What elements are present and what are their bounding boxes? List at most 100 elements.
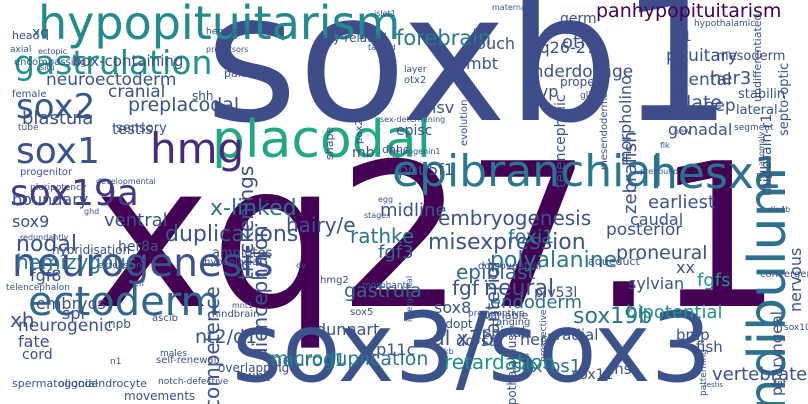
cloud-word: prebound [640, 167, 679, 176]
cloud-word: foxi1 [508, 226, 555, 248]
cloud-word: neurog1 [271, 350, 346, 371]
cloud-word: epibranchial [392, 146, 664, 197]
cloud-word: hypoplasia [204, 257, 259, 268]
cloud-word: plate [674, 92, 723, 114]
cloud-word: intergenital [405, 275, 414, 322]
cloud-word: new [674, 127, 691, 136]
cloud-word: kb [444, 347, 454, 356]
cloud-word: prospective [539, 309, 549, 362]
cloud-word: forebrain [396, 26, 492, 50]
cloud-word: overlapping [218, 361, 290, 375]
cloud-word: nfia [756, 171, 773, 181]
cloud-word: otic [562, 32, 595, 53]
cloud-word: ectoderm [28, 279, 220, 325]
cloud-word: sox9 [12, 212, 50, 231]
cloud-word: sox19b [573, 304, 653, 329]
cloud-word: pou5f1 [398, 160, 455, 179]
cloud-word: neurogenin1 [390, 147, 441, 156]
cloud-word: xq27.1 [92, 121, 783, 354]
cloud-word: flk [660, 141, 670, 150]
cloud-word: fgfs [697, 270, 731, 291]
cloud-word: hairy/e [286, 213, 356, 237]
cloud-word: head [12, 29, 40, 42]
cloud-word: amniotes [212, 246, 273, 261]
cloud-word: morpholino [616, 75, 635, 166]
cloud-word: neurogenesis [12, 241, 274, 286]
cloud-word: pouch [466, 34, 516, 53]
cloud-word: neural [484, 276, 555, 301]
cloud-word: her3 [710, 68, 752, 89]
cloud-word: b1 [674, 29, 692, 45]
cloud-word: female [12, 89, 47, 100]
cloud-word: neuroectoderm [46, 70, 177, 90]
cloud-word: spl [62, 304, 85, 323]
cloud-word: segment [734, 123, 774, 133]
cloud-word: fate [18, 332, 50, 351]
cloud-word: pax6 [224, 67, 252, 80]
cloud-word: encompassing [14, 57, 87, 68]
cloud-word: sox10 [784, 323, 808, 333]
cloud-word: sox11 [572, 367, 614, 383]
cloud-word: duplications [165, 222, 299, 247]
cloud-word: vertebrate [712, 364, 808, 385]
cloud-word: hypothalamus [505, 334, 519, 404]
cloud-word: shape [323, 126, 336, 160]
cloud-word: dhhc [382, 143, 409, 156]
cloud-word: pituitary [666, 46, 738, 66]
cloud-word: progenitor [20, 167, 73, 178]
cloud-word: dl x3b [432, 326, 494, 350]
cloud-word: wnt [244, 369, 270, 385]
cloud-word: embryos [36, 294, 106, 313]
cloud-word: sox8 [434, 298, 472, 317]
cloud-word: gastrulation [14, 43, 213, 82]
cloud-word: underdosage [522, 62, 634, 82]
cloud-word: box-containing [72, 52, 184, 70]
cloud-word: hesx1 [650, 148, 782, 199]
cloud-word: n1 [110, 357, 122, 367]
cloud-word: mesendodermal [599, 88, 610, 170]
cloud-word: mental [672, 70, 732, 90]
cloud-word: tailbud [368, 43, 396, 52]
cloud-word: hemizygous [16, 250, 137, 274]
cloud-word: glial [580, 91, 599, 101]
cloud-word: males [160, 349, 188, 359]
cloud-word: fgf [774, 379, 787, 389]
cloud-word: evolution [459, 99, 470, 146]
cloud-word: self-renewal [156, 355, 217, 366]
cloud-word: hmg [150, 124, 245, 173]
cloud-word: aqueduct [588, 255, 640, 268]
cloud-word: hmg2 [320, 275, 349, 286]
cloud-word: ranging [492, 317, 531, 328]
cloud-word: sox1 [16, 131, 100, 172]
cloud-word: xq [32, 25, 50, 41]
cloud-word: rathke [350, 224, 415, 248]
cloud-word: hypothalamic [694, 19, 756, 29]
cloud-word: hypopituitarism [38, 0, 401, 50]
cloud-word: x-linked [210, 196, 297, 221]
cloud-word: spermatogonial [12, 377, 98, 390]
cloud-word: adopt [438, 317, 473, 331]
cloud-word: layer [404, 65, 427, 75]
cloud-word: egg [378, 195, 394, 204]
cloud-word: otx2 [404, 75, 427, 86]
cloud-word: episc [396, 123, 433, 139]
cloud-word: precursors [206, 45, 249, 54]
cloud-word: hindbrain [212, 309, 260, 320]
cloud-word: endoderm [490, 292, 583, 313]
cloud-word: islet1 [374, 9, 396, 18]
cloud-word: sry-related [322, 31, 387, 45]
cloud-word: bmp [676, 326, 710, 344]
cloud-word: xq26-27 [530, 38, 597, 57]
cloud-word: sylvian [628, 274, 685, 293]
cloud-word: dv [296, 261, 306, 270]
cloud-word: variable [484, 309, 529, 322]
cloud-word: proneural [616, 242, 708, 264]
cloud-word: mesoderm [716, 49, 786, 64]
cloud-word: dorsoventral [478, 261, 542, 272]
cloud-word: ventral [104, 210, 168, 231]
cloud-word: tube [18, 123, 39, 133]
cloud-word: mb [352, 145, 375, 161]
cloud-word: nodal [16, 232, 77, 257]
cloud-word: nt2/d1 [195, 326, 258, 348]
cloud-word: shh [192, 89, 214, 103]
